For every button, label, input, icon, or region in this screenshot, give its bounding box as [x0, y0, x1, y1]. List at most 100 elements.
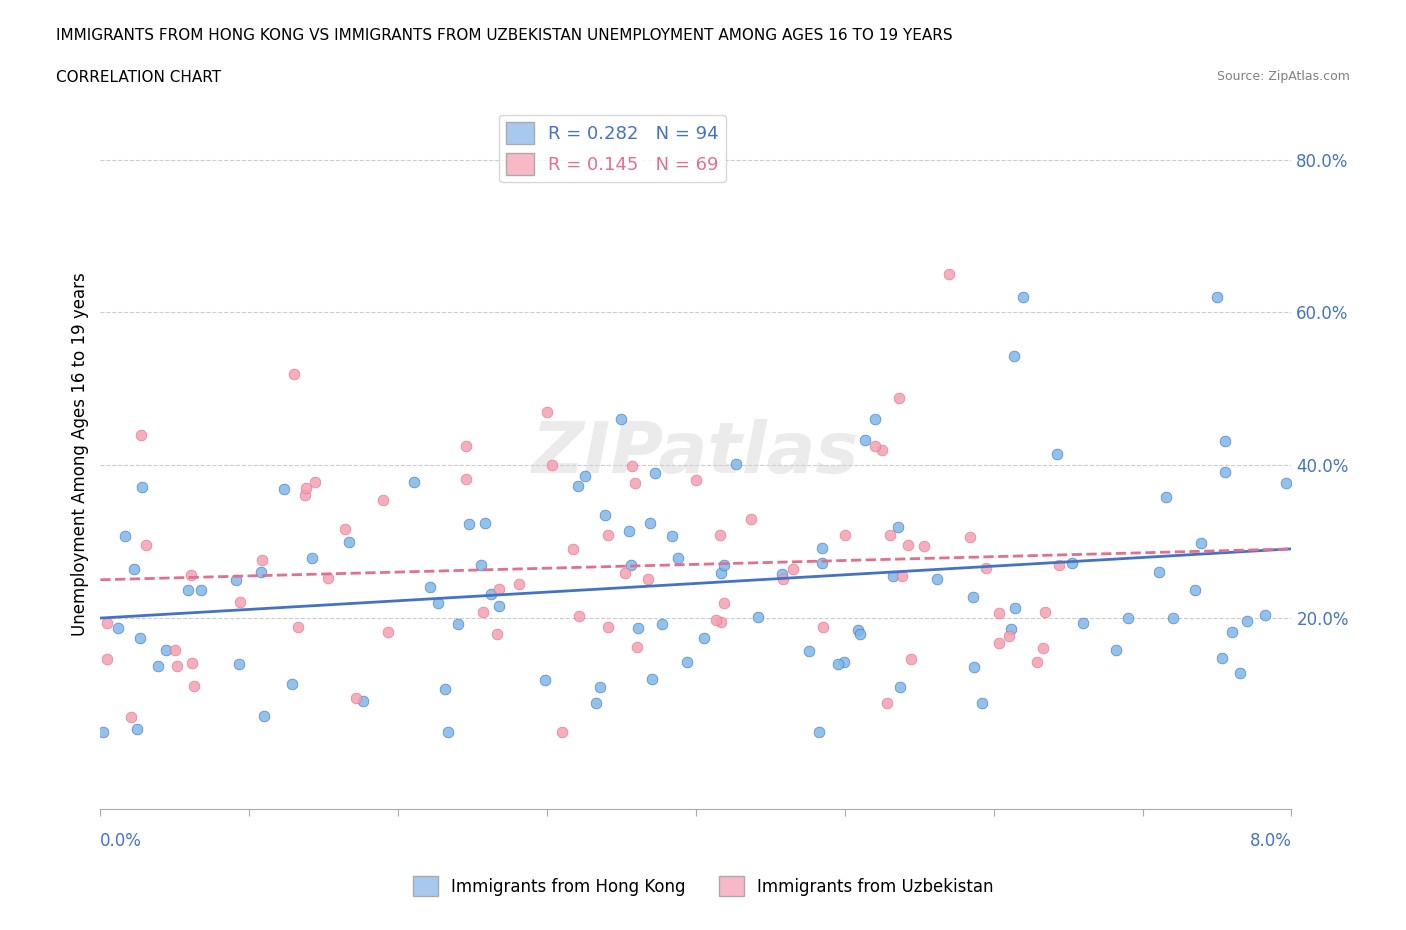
- Point: [889, 390, 911, 405]
- Point: [479, 587, 502, 602]
- Point: [1004, 348, 1026, 363]
- Point: [623, 475, 645, 490]
- Point: [976, 561, 998, 576]
- Point: [165, 643, 187, 658]
- Point: [1154, 489, 1177, 504]
- Point: [827, 657, 849, 671]
- Point: [1236, 614, 1258, 629]
- Point: [637, 571, 659, 586]
- Point: [574, 469, 596, 484]
- Point: [725, 457, 748, 472]
- Point: [454, 439, 477, 454]
- Point: [585, 695, 607, 710]
- Point: [568, 608, 591, 623]
- Point: [627, 621, 650, 636]
- Point: [621, 458, 644, 473]
- Point: [1033, 605, 1056, 620]
- Text: CORRELATION CHART: CORRELATION CHART: [56, 70, 221, 85]
- Point: [190, 583, 212, 598]
- Point: [1026, 655, 1049, 670]
- Text: 0.0%: 0.0%: [100, 831, 142, 850]
- Point: [470, 558, 492, 573]
- Point: [676, 655, 699, 670]
- Point: [550, 724, 572, 739]
- Point: [1189, 536, 1212, 551]
- Text: ZIPatlas: ZIPatlas: [533, 419, 859, 488]
- Point: [848, 626, 870, 641]
- Point: [709, 527, 731, 542]
- Point: [1012, 290, 1035, 305]
- Point: [638, 516, 661, 531]
- Point: [641, 671, 664, 686]
- Point: [486, 627, 509, 642]
- Point: [1215, 464, 1237, 479]
- Point: [427, 596, 450, 611]
- Point: [155, 643, 177, 658]
- Point: [706, 612, 728, 627]
- Point: [799, 644, 821, 658]
- Point: [879, 528, 901, 543]
- Point: [129, 428, 152, 443]
- Point: [434, 682, 457, 697]
- Point: [1147, 565, 1170, 580]
- Point: [377, 625, 399, 640]
- Point: [567, 479, 589, 494]
- Point: [534, 673, 557, 688]
- Point: [183, 678, 205, 693]
- Point: [1047, 558, 1070, 573]
- Point: [1004, 600, 1026, 615]
- Point: [1229, 665, 1251, 680]
- Point: [228, 594, 250, 609]
- Point: [770, 566, 793, 581]
- Point: [811, 619, 834, 634]
- Point: [912, 538, 935, 553]
- Point: [283, 366, 305, 381]
- Point: [1206, 290, 1229, 305]
- Point: [131, 480, 153, 495]
- Point: [250, 565, 273, 579]
- Point: [1032, 641, 1054, 656]
- Point: [1184, 582, 1206, 597]
- Point: [352, 694, 374, 709]
- Point: [281, 676, 304, 691]
- Point: [488, 581, 510, 596]
- Point: [135, 538, 157, 552]
- Point: [253, 709, 276, 724]
- Point: [114, 528, 136, 543]
- Point: [508, 577, 530, 591]
- Point: [447, 617, 470, 631]
- Point: [419, 579, 441, 594]
- Point: [693, 631, 716, 645]
- Point: [127, 722, 149, 737]
- Point: [811, 541, 834, 556]
- Point: [596, 620, 619, 635]
- Point: [890, 568, 912, 583]
- Point: [1220, 624, 1243, 639]
- Point: [887, 519, 910, 534]
- Point: [472, 604, 495, 619]
- Point: [337, 534, 360, 549]
- Point: [589, 680, 612, 695]
- Point: [458, 517, 481, 532]
- Point: [146, 658, 169, 673]
- Point: [373, 492, 395, 507]
- Point: [1254, 608, 1277, 623]
- Point: [316, 570, 339, 585]
- Point: [1071, 616, 1094, 631]
- Point: [301, 551, 323, 565]
- Point: [610, 412, 633, 427]
- Point: [651, 617, 673, 631]
- Point: [811, 555, 834, 570]
- Point: [614, 565, 637, 580]
- Point: [832, 655, 855, 670]
- Point: [1211, 650, 1233, 665]
- Point: [1062, 555, 1084, 570]
- Legend: Immigrants from Hong Kong, Immigrants from Uzbekistan: Immigrants from Hong Kong, Immigrants fr…: [406, 870, 1000, 903]
- Point: [668, 551, 690, 565]
- Point: [710, 565, 733, 580]
- Point: [96, 652, 118, 667]
- Point: [685, 473, 707, 488]
- Point: [620, 558, 643, 573]
- Point: [540, 458, 562, 472]
- Point: [454, 472, 477, 486]
